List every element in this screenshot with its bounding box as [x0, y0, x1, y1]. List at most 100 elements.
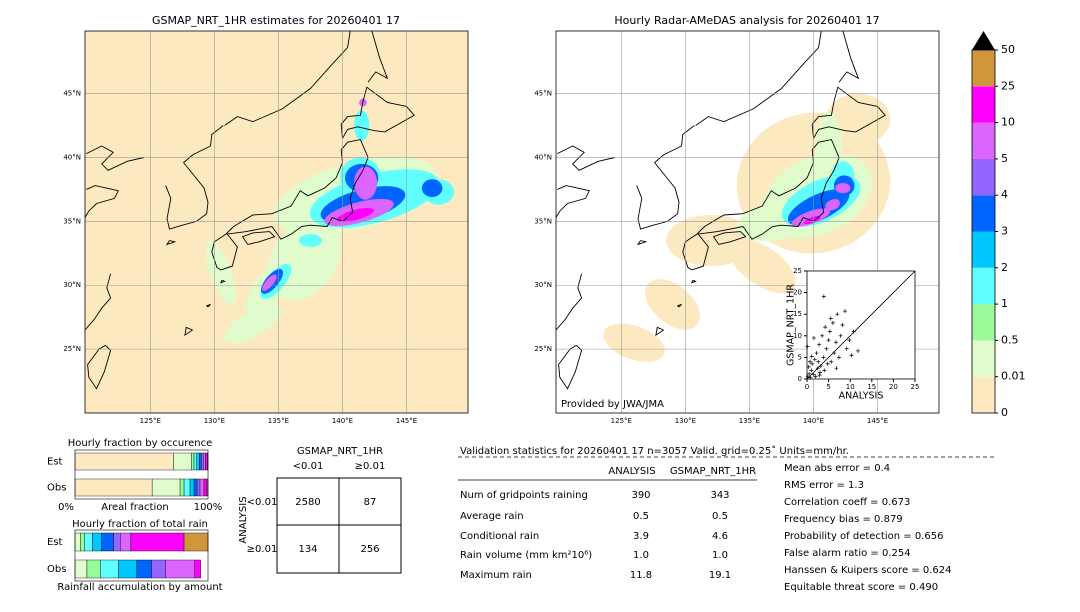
stat-label: Maximum rain [460, 570, 532, 581]
y-tick-label: 10 [793, 332, 802, 340]
colorbar-label: 4 [1001, 188, 1008, 201]
fraction-segment [196, 452, 200, 471]
scatter-point [817, 370, 822, 375]
x-tick-label: 10 [846, 383, 855, 391]
stat-label: Rain volume (mm km²10⁶) [460, 550, 592, 561]
colorbar-segment [972, 195, 995, 232]
scatter-point [809, 354, 814, 359]
scatter-point [828, 316, 833, 321]
table-title: GSMAP_NRT_1HR [297, 446, 383, 457]
fraction-segment [199, 452, 202, 471]
lat-tick-label: 40°N [63, 153, 81, 161]
fraction-segment [74, 452, 174, 471]
scatter-point [851, 329, 856, 334]
map-background [85, 31, 468, 413]
lon-tick-label: 140°E [803, 417, 824, 425]
col-label: GSMAP_NRT_1HR [670, 466, 756, 477]
rain-area [603, 323, 665, 362]
coastline [838, 30, 860, 83]
coastline [636, 240, 648, 246]
rain-area [825, 199, 840, 211]
lon-tick-label: 130°E [204, 417, 225, 425]
stat-value: 390 [631, 490, 650, 501]
fraction-segment [196, 478, 201, 497]
scatter-point [847, 338, 852, 343]
score: RMS error = 1.3 [784, 480, 864, 491]
cell: 2580 [295, 497, 320, 508]
fraction-frame [74, 529, 209, 582]
y-tick-label: 15 [793, 310, 802, 318]
x-label: 0% [58, 502, 74, 513]
y-axis-label: GSMAP_NRT_1HR [786, 284, 797, 366]
fraction-segment [203, 452, 206, 471]
lon-tick-label: 140°E [332, 417, 353, 425]
fraction-segment [74, 532, 81, 552]
rain-area [421, 179, 443, 198]
colorbar-label: 0.01 [1001, 370, 1026, 383]
score: Equitable threat score = 0.490 [784, 582, 938, 593]
row-label: ≥0.01 [247, 544, 278, 555]
left-map-title: GSMAP_NRT_1HR estimates for 20260401 17 [152, 14, 400, 27]
scatter-point [820, 333, 825, 338]
scatter-point [834, 366, 839, 371]
rain-area [803, 216, 821, 225]
y-tick-label: 0 [798, 375, 802, 383]
fraction-charts: Hourly fraction by occurence Est Obs 0% Area… [47, 438, 223, 593]
col-label: ≥0.01 [355, 461, 386, 472]
coastline [86, 145, 145, 171]
row-label: Est [47, 537, 63, 548]
fraction-segment [183, 478, 191, 497]
stat-label: Conditional rain [460, 531, 539, 542]
fraction-segment [80, 532, 85, 552]
fraction-segment [165, 559, 195, 579]
row-label: Est [47, 457, 63, 468]
colorbar-label: 50 [1001, 43, 1015, 56]
x-tick-label: 25 [911, 383, 920, 391]
score: Mean abs error = 0.4 [784, 463, 890, 474]
scatter-point [817, 373, 822, 378]
fraction-segment [118, 559, 138, 579]
scatter-point [808, 359, 813, 364]
score: Hanssen & Kuipers score = 0.624 [784, 565, 951, 576]
scatter-point [838, 333, 843, 338]
fraction-segment [120, 532, 132, 552]
scatter-point [809, 368, 814, 373]
lat-tick-label: 40°N [534, 153, 552, 161]
stat-value: 3.9 [633, 531, 649, 542]
y-tick-label: 20 [793, 289, 802, 297]
lat-tick-label: 25°N [63, 345, 81, 353]
x-label: Rainfall accumulation by amount [57, 582, 222, 593]
x-axis-label: ANALYSIS [839, 391, 884, 402]
colorbar-segment [972, 267, 995, 305]
row-label: <0.01 [247, 497, 278, 508]
coastline [87, 344, 112, 390]
scatter-point [805, 374, 810, 379]
coastline [367, 30, 389, 83]
fraction-segment [151, 559, 166, 579]
coastline [695, 30, 822, 126]
scatter-point [826, 338, 831, 343]
fraction-segment [201, 452, 204, 471]
rain-area [791, 208, 831, 227]
scatter-point [822, 368, 827, 373]
coastline [165, 125, 224, 230]
rain-area [262, 274, 277, 291]
colorbar-segment [972, 50, 995, 87]
row-title: ANALYSIS [238, 496, 249, 543]
stat-label: Num of gridpoints raining [460, 490, 588, 501]
coastline [219, 279, 226, 284]
scatter-point [843, 309, 848, 314]
rain-area [826, 93, 891, 145]
rain-area [835, 183, 851, 194]
rain-area [298, 234, 322, 247]
stat-value: 0.5 [712, 511, 728, 522]
coastline [676, 303, 682, 308]
fraction-segment [74, 478, 153, 497]
scatter-point [806, 364, 811, 369]
fraction-segment [199, 478, 205, 497]
fraction-segment [100, 559, 119, 579]
stat-value: 4.6 [712, 531, 728, 542]
validation-header: Validation statistics for 20260401 17 n=… [460, 445, 849, 457]
fraction-segment [205, 452, 208, 471]
score: Probability of detection = 0.656 [784, 531, 943, 542]
